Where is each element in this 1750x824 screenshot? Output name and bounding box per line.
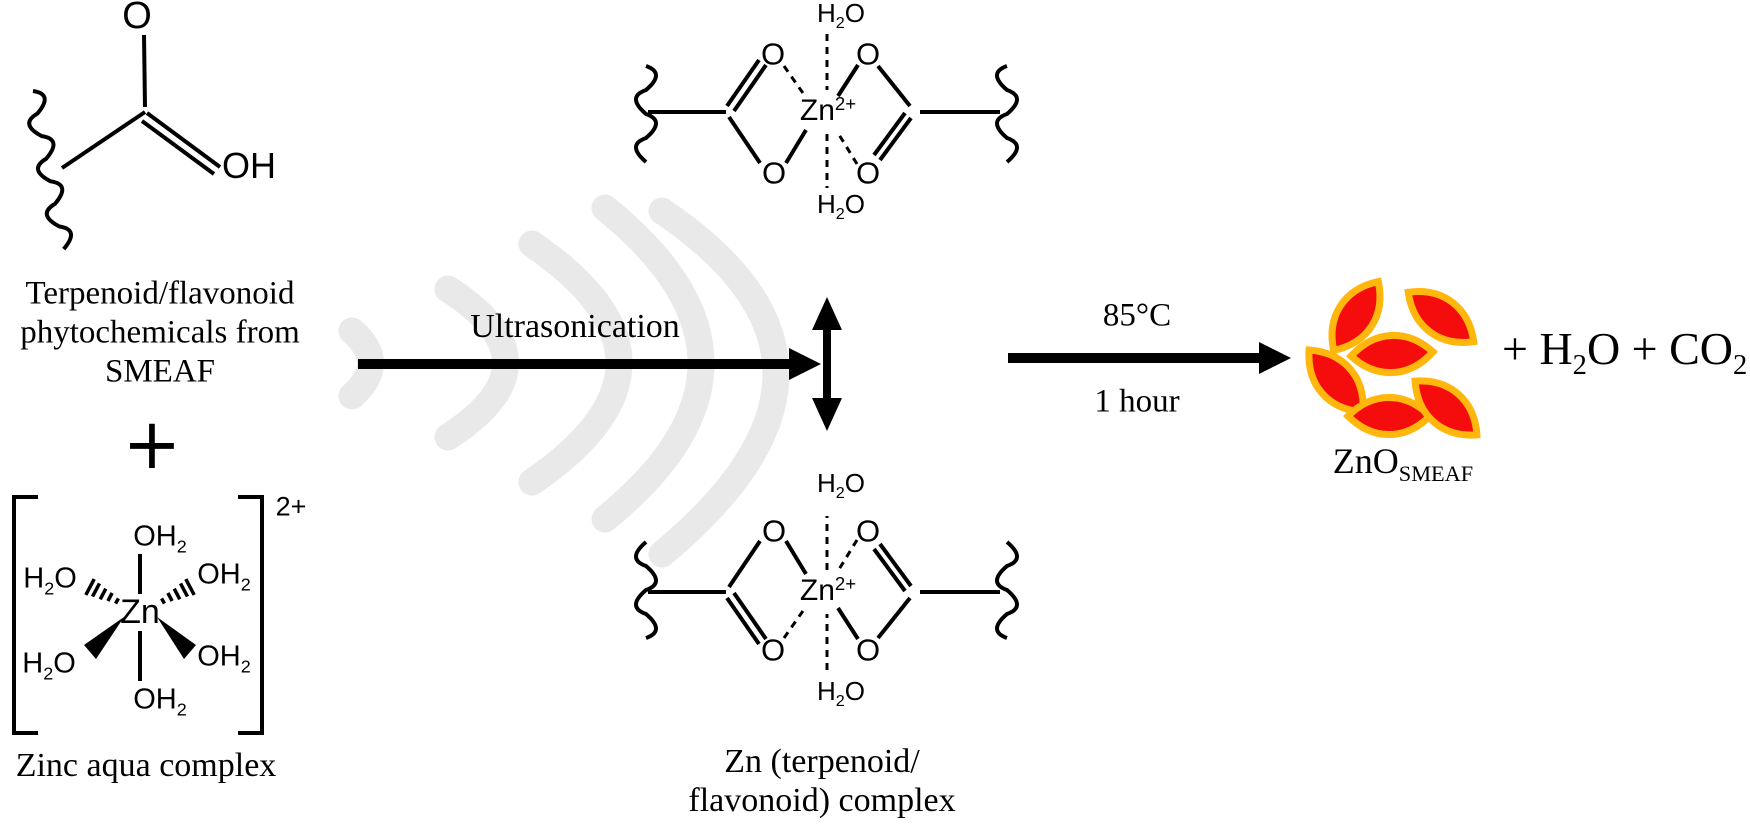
double-bond-left-2 (732, 63, 768, 113)
phytochemical-caption-line: SMEAF (104, 353, 216, 390)
zinc-aqua-structure (12, 495, 264, 735)
complex-top-oxygen-bl: O (761, 155, 787, 191)
duration-label: 1 hour (1094, 383, 1180, 420)
bond-o-zn-solid-left (784, 128, 808, 165)
complex-bottom-oxygen-bl: O (760, 632, 786, 668)
sound-wave-arcs (338, 194, 790, 568)
aqua-ligand-upper-right: OH2 (197, 558, 251, 595)
complex-top-zinc: Zn2+ (799, 92, 857, 127)
complex-bottom-water-top: H2O (817, 468, 865, 503)
complex-top-oxygen-br: O (855, 155, 881, 191)
plus-sign: + (122, 403, 182, 485)
chelate-complex-caption-line: flavonoid) complex (688, 782, 956, 819)
bond-c-o (142, 34, 147, 108)
hashed-wedge-upper-right (160, 578, 196, 605)
bond-c-oh-1 (145, 111, 222, 169)
complex-top-oxygen-tr: O (855, 36, 881, 72)
solid-wedge-lower-left (84, 617, 124, 659)
aqua-ligand-upper-left: H2O (23, 562, 77, 599)
phytochemical-caption-line: Terpenoid/flavonoid (25, 275, 295, 312)
acid-oxygen-atom: O (122, 0, 152, 37)
bond-o-zn-solid-right (836, 63, 860, 98)
bond-c-oh-2 (140, 119, 216, 176)
aqua-ligand-lower-right: OH2 (197, 640, 251, 677)
zn-chelate-bonds (634, 34, 1019, 188)
double-bond-right-1 (878, 116, 913, 162)
aqua-complex-charge: 2+ (275, 491, 307, 522)
zno-product-label: ZnOSMEAF (1332, 441, 1474, 487)
acid-hydroxyl-label: OH (222, 145, 276, 186)
chelate-complex-caption-line: Zn (terpenoid/ (724, 743, 920, 780)
hashed-wedge-upper-left (84, 578, 120, 605)
complex-top-water-top: H2O (817, 0, 865, 33)
complex-bottom-oxygen-br: O (855, 632, 881, 668)
equilibrium-double-arrow (812, 297, 842, 431)
sound-wave-arc (648, 197, 790, 568)
aqua-zinc-atom: Zn (120, 593, 160, 631)
single-bond-left (727, 115, 762, 165)
aqua-ligand-axial-bottom: OH2 (133, 683, 187, 720)
complex-top-water-bottom: H2O (817, 189, 865, 224)
aqua-ligand-axial-top: OH2 (133, 520, 187, 557)
byproducts-label: + H2O + CO2 (1502, 323, 1748, 382)
aqua-complex-caption: Zinc aqua complex (15, 747, 277, 784)
bond-o-zn-dashed-left (782, 65, 807, 97)
complex-bottom-oxygen-tr: O (855, 513, 881, 549)
left-bracket (12, 495, 38, 735)
right-bracket (238, 495, 264, 735)
temperature-label: 85°C (1102, 297, 1172, 334)
phytochemical-caption: Terpenoid/flavonoid phytochemicals from … (20, 275, 300, 392)
heating-arrow (1008, 342, 1291, 374)
zno-particles (1305, 282, 1477, 457)
phytochemical-caption-line: phytochemicals from (20, 314, 300, 351)
complex-top-oxygen-tl: O (760, 36, 786, 72)
chelate-complex-caption: Zn (terpenoid/ flavonoid) complex (688, 742, 955, 820)
double-bond-right-2 (872, 111, 907, 157)
bond-o-zn-dashed-right (836, 132, 859, 165)
aqua-ligand-lower-left: H2O (22, 647, 76, 684)
single-bond-right (876, 64, 912, 108)
zno-particle (1415, 377, 1477, 439)
wavy-bond (27, 89, 73, 251)
solid-wedge-lower-right (157, 617, 196, 659)
wavy-bond-left (634, 64, 658, 164)
ultrasonication-arrow (358, 348, 821, 380)
double-bond-left-1 (725, 58, 761, 108)
complex-bottom-zinc: Zn2+ (799, 572, 857, 607)
phytochemical-structure-bonds (27, 34, 222, 251)
ultrasonication-label: Ultrasonication (470, 308, 680, 345)
wavy-bond-right (995, 64, 1019, 164)
bond-c-r (60, 110, 147, 170)
complex-bottom-water-bottom: H2O (817, 676, 865, 711)
complex-bottom-oxygen-tl: O (761, 513, 787, 549)
